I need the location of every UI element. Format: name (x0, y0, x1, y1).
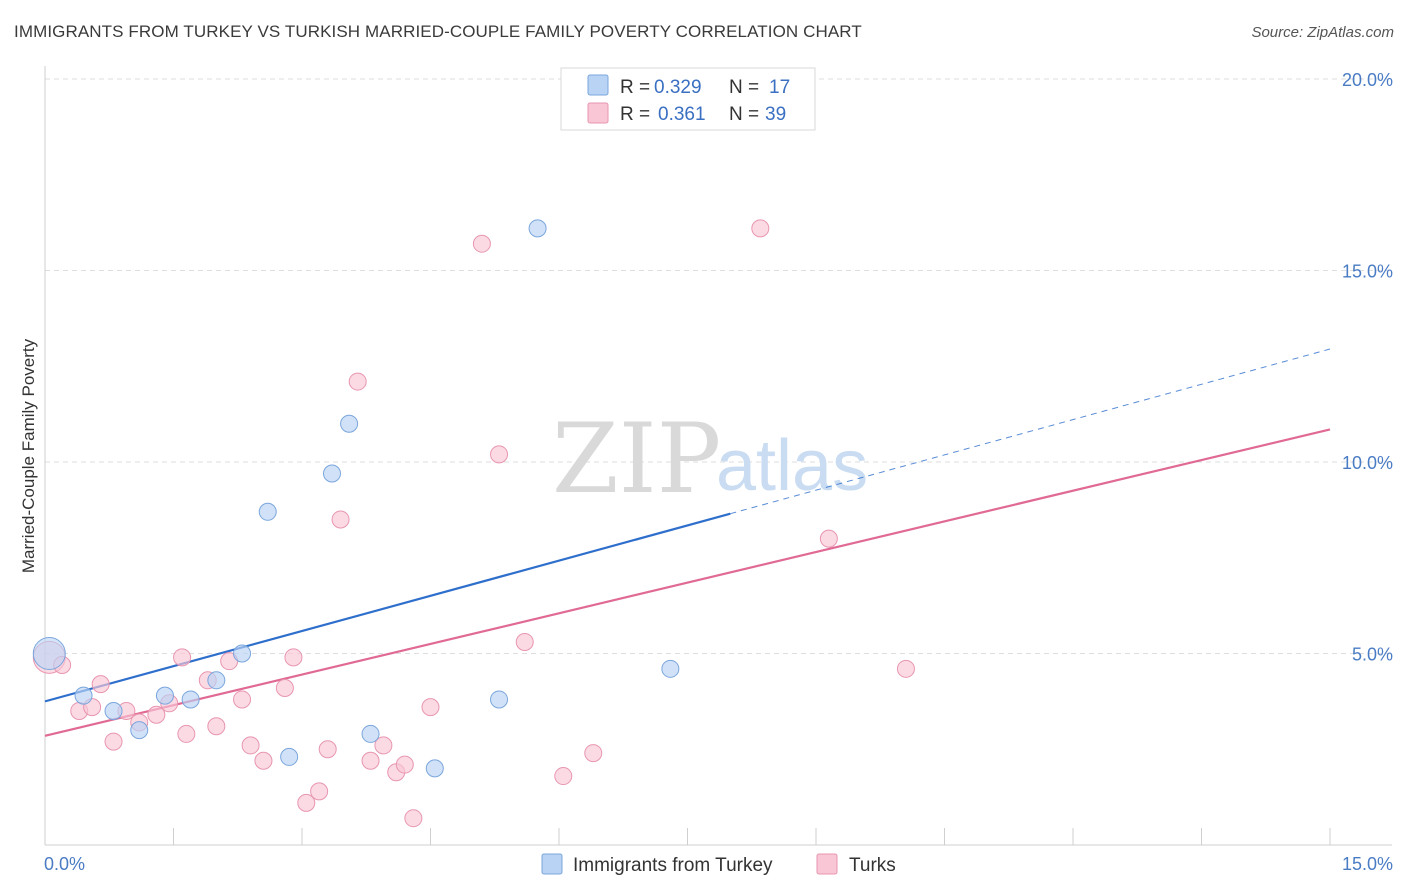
data-point (104, 701, 123, 720)
trend-line-projection (730, 348, 1331, 515)
data-point (297, 793, 316, 812)
bottom-legend-swatch-blue (541, 853, 563, 875)
data-point (404, 809, 423, 828)
data-point (258, 502, 277, 521)
data-point (395, 755, 414, 774)
y-tick-labels: 5.0% 10.0% 15.0% 20.0% (1342, 70, 1393, 665)
trend-lines (44, 348, 1331, 737)
legend-r-label: R = (620, 77, 650, 98)
data-point (207, 671, 226, 690)
legend-r-label: R = (620, 104, 650, 125)
watermark-atlas: atlas (716, 426, 868, 506)
legend-swatch-blue (587, 74, 609, 96)
data-point (233, 644, 252, 663)
data-point (130, 721, 149, 740)
data-point (819, 529, 838, 548)
data-point (104, 732, 123, 751)
grid-lines (45, 78, 1392, 654)
data-point (425, 759, 444, 778)
data-point (361, 751, 380, 770)
data-point (331, 510, 350, 529)
legend-n-label: N = (729, 77, 759, 98)
data-point (155, 686, 174, 705)
data-point (896, 659, 915, 678)
data-point (751, 219, 770, 238)
data-point (310, 782, 329, 801)
y-tick-label: 5.0% (1352, 645, 1393, 665)
y-tick-label: 10.0% (1342, 453, 1393, 473)
data-point (361, 724, 380, 743)
bottom-legend-swatch-pink (816, 853, 838, 875)
data-point (275, 678, 294, 697)
data-point (340, 414, 359, 433)
y-axis-label: Married-Couple Family Poverty (19, 338, 38, 573)
data-points (32, 219, 915, 828)
y-tick-label: 15.0% (1342, 262, 1393, 282)
data-point (177, 724, 196, 743)
data-point (472, 234, 491, 253)
x-tick-label: 15.0% (1342, 854, 1393, 874)
x-tick-labels: 0.0% 15.0% (44, 854, 1393, 874)
data-point (528, 219, 547, 238)
trend-line (44, 512, 731, 703)
data-point (74, 686, 93, 705)
data-point (91, 675, 110, 694)
data-point (254, 751, 273, 770)
legend: R = 0.329 N = 17 R = 0.361 N = 39 (560, 67, 816, 131)
data-point (207, 717, 226, 736)
data-point (241, 736, 260, 755)
data-point (584, 744, 603, 763)
data-point (490, 690, 509, 709)
data-point (515, 633, 534, 652)
chart-title: IMMIGRANTS FROM TURKEY VS TURKISH MARRIE… (14, 22, 862, 41)
data-point (554, 767, 573, 786)
bottom-legend: Immigrants from Turkey Turks (541, 853, 896, 876)
data-point (32, 637, 66, 670)
source-credit: Source: ZipAtlas.com (1251, 24, 1394, 41)
data-point (233, 690, 252, 709)
data-point (490, 445, 509, 464)
legend-n-value: 17 (769, 77, 790, 98)
data-point (322, 464, 341, 483)
data-point (348, 372, 367, 391)
bottom-legend-label: Immigrants from Turkey (573, 855, 773, 876)
data-point (374, 736, 393, 755)
data-point (173, 648, 192, 667)
axes (44, 66, 1392, 846)
data-point (318, 740, 337, 759)
data-point (284, 648, 303, 667)
legend-r-value: 0.329 (654, 77, 702, 98)
watermark-zip: ZIP (552, 403, 721, 515)
x-tick-label: 0.0% (44, 854, 85, 874)
data-point (147, 705, 166, 724)
data-point (661, 659, 680, 678)
data-point (421, 698, 440, 717)
y-tick-label: 20.0% (1342, 70, 1393, 90)
legend-n-value: 39 (765, 104, 786, 125)
data-point (181, 690, 200, 709)
legend-r-value: 0.361 (658, 104, 706, 125)
legend-n-label: N = (729, 104, 759, 125)
trend-line (44, 428, 1331, 737)
bottom-legend-label: Turks (849, 855, 896, 876)
legend-swatch-pink (587, 102, 609, 124)
data-point (280, 747, 299, 766)
watermark: ZIP atlas (552, 403, 868, 515)
